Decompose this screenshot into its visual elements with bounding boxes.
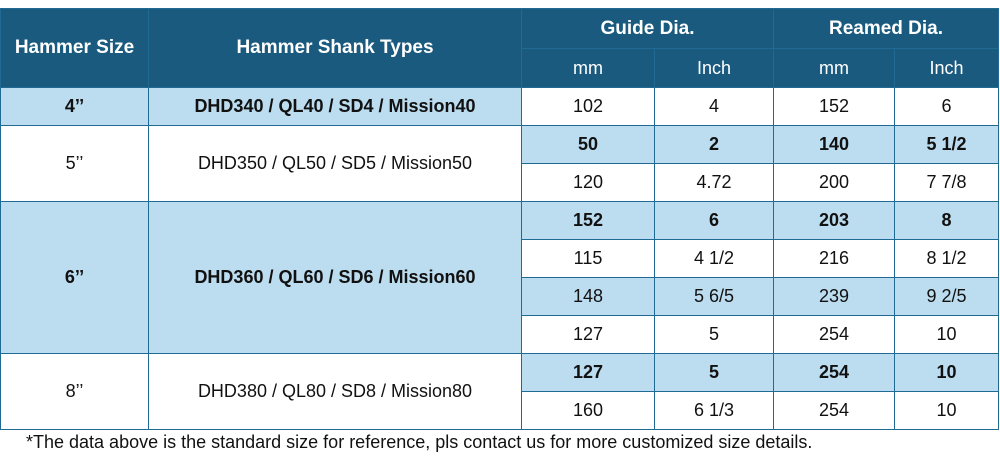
reamed-mm-cell: 216	[773, 239, 895, 278]
guide-mm-cell: 148	[521, 277, 655, 316]
header-reamed-mm: mm	[773, 48, 895, 88]
guide-inch-cell: 5	[654, 353, 774, 392]
guide-mm-cell: 152	[521, 201, 655, 240]
guide-inch-cell: 5 6/5	[654, 277, 774, 316]
reamed-inch-cell: 8 1/2	[893, 239, 1000, 278]
spec-table: Hammer Size Hammer Shank Types Guide Dia…	[0, 8, 1000, 430]
guide-inch-cell: 6	[654, 201, 774, 240]
header-guide-dia: Guide Dia.	[521, 8, 774, 49]
footnote: *The data above is the standard size for…	[26, 432, 813, 452]
reamed-mm-cell: 254	[773, 391, 895, 430]
guide-inch-cell: 4 1/2	[654, 239, 774, 278]
reamed-inch-cell: 8	[893, 201, 1000, 240]
header-reamed-dia: Reamed Dia.	[772, 8, 1000, 49]
table-row: 115 4 1/2 216 8 1/2	[1, 239, 1000, 278]
header-guide-mm: mm	[521, 48, 655, 88]
guide-inch-cell: 2	[654, 125, 774, 164]
subheader-row: mm Inch mm Inch	[1, 48, 1000, 88]
shank-types-cell: DHD380 / QL80 / SD8 / Mission80	[148, 353, 522, 430]
guide-mm-cell: 127	[521, 315, 655, 354]
reamed-mm-cell: 200	[773, 163, 895, 202]
table-body: 4’’ DHD340 / QL40 / SD4 / Mission40 102 …	[0, 87, 1000, 430]
guide-mm-cell: 102	[521, 87, 655, 126]
table-row: 5’’ DHD350 / QL50 / SD5 / Mission50 50 2…	[0, 125, 1000, 202]
hammer-size-cell: 4’’	[0, 87, 149, 126]
reamed-inch-cell: 7 7/8	[893, 163, 1000, 202]
table-row: 8’’ DHD380 / QL80 / SD8 / Mission80 127 …	[0, 353, 1000, 430]
reamed-inch-cell: 6	[893, 87, 1000, 126]
reamed-mm-cell: 254	[773, 353, 895, 392]
reamed-inch-cell: 10	[893, 353, 1000, 392]
guide-inch-cell: 6 1/3	[654, 391, 774, 430]
header-shank-types: Hammer Shank Types	[148, 8, 522, 88]
header-hammer-size: Hammer Size	[0, 8, 149, 88]
reamed-mm-cell: 254	[773, 315, 895, 354]
table-row: 120 4.72 200 7 7/8	[1, 163, 1000, 202]
guide-mm-cell: 127	[521, 353, 655, 392]
table-header: Hammer Size Hammer Shank Types Guide Dia…	[0, 8, 1000, 88]
guide-inch-cell: 5	[654, 315, 774, 354]
guide-mm-cell: 50	[521, 125, 655, 164]
shank-types-cell: DHD360 / QL60 / SD6 / Mission60	[148, 201, 522, 354]
header-row: Hammer Size Hammer Shank Types Guide Dia…	[0, 8, 1000, 88]
reamed-mm-cell: 239	[773, 277, 895, 316]
shank-types-cell: DHD340 / QL40 / SD4 / Mission40	[148, 87, 522, 126]
header-reamed-inch: Inch	[893, 48, 1000, 88]
reamed-mm-cell: 203	[773, 201, 895, 240]
guide-mm-cell: 115	[521, 239, 655, 278]
table-row: 4’’ DHD340 / QL40 / SD4 / Mission40 102 …	[0, 87, 1000, 126]
guide-mm-cell: 120	[521, 163, 655, 202]
reamed-inch-cell: 10	[893, 315, 1000, 354]
reamed-mm-cell: 140	[773, 125, 895, 164]
hammer-size-cell: 6’’	[0, 201, 149, 354]
reamed-inch-cell: 5 1/2	[893, 125, 1000, 164]
guide-inch-cell: 4.72	[654, 163, 774, 202]
shank-types-cell: DHD350 / QL50 / SD5 / Mission50	[148, 125, 522, 202]
hammer-size-cell: 8’’	[0, 353, 149, 430]
header-guide-inch: Inch	[654, 48, 774, 88]
guide-mm-cell: 160	[521, 391, 655, 430]
table-row: 160 6 1/3 254 10	[1, 391, 1000, 430]
reamed-inch-cell: 10	[893, 391, 1000, 430]
table-row: 6’’ DHD360 / QL60 / SD6 / Mission60 152 …	[0, 201, 1000, 354]
reamed-inch-cell: 9 2/5	[893, 277, 1000, 316]
reamed-mm-cell: 152	[773, 87, 895, 126]
table-row: 127 5 254 10	[1, 315, 1000, 354]
hammer-size-cell: 5’’	[0, 125, 149, 202]
table-row: 148 5 6/5 239 9 2/5	[1, 277, 1000, 316]
guide-inch-cell: 4	[654, 87, 774, 126]
